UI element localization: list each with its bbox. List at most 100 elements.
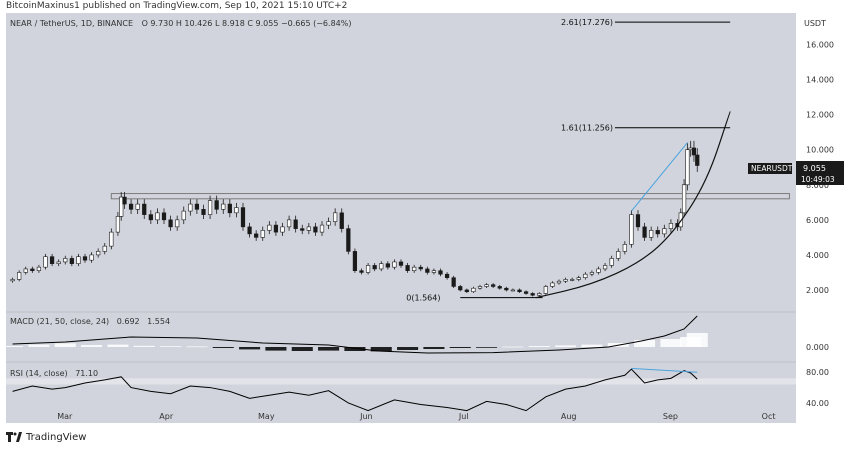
candle-body xyxy=(655,230,660,235)
axes: 16.000 14.000 12.000 10.000 8.000 6.000 4.000 2… xyxy=(57,41,834,421)
candle-body xyxy=(115,216,121,233)
candle-body xyxy=(543,286,548,294)
candle-body xyxy=(168,219,173,228)
candle-body xyxy=(96,251,101,256)
candle-body xyxy=(431,270,437,273)
publisher-line: BitcoinMaxinus1 published on TradingView… xyxy=(6,1,348,11)
candle-body xyxy=(668,223,674,229)
x-tick-label: May xyxy=(258,412,275,421)
candle-body xyxy=(662,228,667,235)
rsi-pane xyxy=(6,367,796,412)
candle-body xyxy=(339,212,344,229)
candle-body xyxy=(398,261,404,266)
candle-body xyxy=(221,203,226,210)
macd-histogram-bar xyxy=(186,346,208,348)
candle-body xyxy=(333,212,338,222)
candle-body xyxy=(201,209,206,215)
fib-level-label: 0(1.564) xyxy=(406,294,440,303)
candle-body xyxy=(609,258,614,266)
rsi-band xyxy=(6,378,796,385)
macd-histogram-bar xyxy=(265,347,287,351)
macd-histogram-bar xyxy=(54,343,76,347)
candle-body xyxy=(556,280,562,284)
symbol-pair: NEAR / TetherUS, 1D, BINANCE xyxy=(10,19,133,28)
candle-body xyxy=(234,207,239,214)
candle-body xyxy=(681,184,687,214)
candle-body xyxy=(214,200,219,210)
y-tick-label: 6.000 xyxy=(806,216,829,225)
parabolic-support-curve xyxy=(535,110,731,299)
rsi-title: RSI (14, close) xyxy=(10,369,68,378)
candle-body xyxy=(477,286,483,289)
fib-level-label: 2.61(17.276) xyxy=(561,18,613,27)
y-axis-unit: USDT xyxy=(804,19,826,28)
candle-body xyxy=(36,266,42,271)
candle-body xyxy=(240,207,246,228)
candle-body xyxy=(326,221,331,226)
candle-body xyxy=(438,270,443,275)
candle-body xyxy=(119,196,124,217)
candle-body xyxy=(56,261,61,264)
macd-histogram-bar xyxy=(28,344,50,347)
candle-body xyxy=(635,214,641,228)
x-tick-label: Sep xyxy=(663,412,678,421)
candle-body xyxy=(464,289,469,293)
macd-histogram-bar xyxy=(449,347,471,348)
candle-body xyxy=(359,270,364,273)
candle-body xyxy=(82,256,88,261)
chart-frame[interactable]: 2.61(17.276) 1.61(11.256) 0(1.564) 16.000 1… xyxy=(6,13,844,423)
candle-body xyxy=(616,251,621,259)
candle-body xyxy=(444,273,450,278)
candle-body xyxy=(504,287,509,291)
ohlc-values: O 9.730 H 10.426 L 8.918 C 9.055 −0.665 … xyxy=(142,19,352,28)
macd-histogram-bar xyxy=(133,345,155,347)
candle-body xyxy=(405,265,410,271)
macd-histogram-bar xyxy=(634,340,656,347)
macd-title: MACD (21, 50, close, 24) xyxy=(10,317,109,326)
candle-body xyxy=(425,268,430,273)
tradingview-footer[interactable]: TradingView xyxy=(6,429,86,445)
candle-body xyxy=(135,203,140,210)
candle-body xyxy=(365,265,371,273)
y-tick-label: 12.000 xyxy=(806,111,834,120)
price-tag-symbol: NEARUSDT xyxy=(751,164,793,173)
candle-body xyxy=(497,286,502,289)
candle-body xyxy=(517,289,522,293)
candle-body xyxy=(148,214,153,221)
x-tick-label: Aug xyxy=(561,412,577,421)
candle-body xyxy=(43,256,48,268)
candle-body xyxy=(379,263,384,270)
candle-body xyxy=(691,147,697,156)
macd-histogram-bar xyxy=(107,344,129,347)
price-tag-value: 9.055 xyxy=(803,164,826,173)
candle-body xyxy=(188,203,193,212)
y-tick-label: 14.000 xyxy=(806,76,834,85)
candle-body xyxy=(267,224,272,231)
candle-body xyxy=(181,210,186,221)
candle-body xyxy=(194,203,200,210)
candle-body xyxy=(471,287,476,293)
fib-level-label: 1.61(11.256) xyxy=(561,124,613,133)
candle-body xyxy=(247,226,252,235)
macd-histogram-bar xyxy=(239,347,261,350)
candle-body xyxy=(280,226,285,233)
macd-value-1: 0.692 xyxy=(117,317,140,326)
chart-canvas[interactable]: 2.61(17.276)1.61(11.256)0(1.564) 16.0001… xyxy=(6,13,844,423)
rsi-value: 71.10 xyxy=(75,369,98,378)
candle-body xyxy=(629,214,634,245)
candle-body xyxy=(69,258,74,264)
candle-body xyxy=(161,212,167,221)
candle-body xyxy=(142,203,147,215)
candle-body xyxy=(418,266,423,270)
macd-tick-label: 0.000 xyxy=(806,343,829,352)
macd-histogram-bar xyxy=(397,347,419,350)
candle-body xyxy=(227,203,232,214)
price-pane[interactable]: 2.61(17.276) 1.61(11.256) 0(1.564) xyxy=(10,18,790,303)
candle-body xyxy=(313,226,318,233)
x-tick-label: Apr xyxy=(159,412,174,421)
candle-body xyxy=(576,277,581,280)
candle-body xyxy=(510,289,516,292)
rsi-tick-label: 80.00 xyxy=(806,368,829,377)
tradingview-logo-icon xyxy=(6,432,22,442)
macd-histogram-bar xyxy=(370,347,392,352)
